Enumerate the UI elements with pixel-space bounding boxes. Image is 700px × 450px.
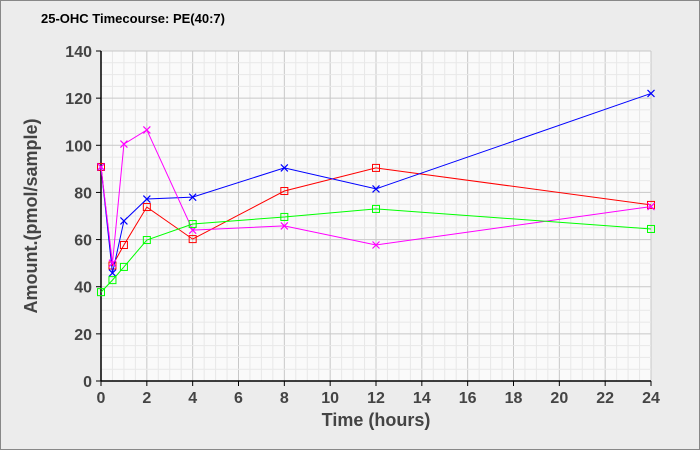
- x-tick-label: 0: [97, 390, 106, 407]
- data-point-x: [119, 140, 128, 149]
- x-tick-label: 14: [413, 390, 431, 407]
- x-tick-label: 22: [596, 390, 614, 407]
- x-tick-label: 4: [188, 390, 197, 407]
- data-point-square: [647, 224, 655, 233]
- x-axis-label: Time (hours): [322, 410, 431, 430]
- y-tick-label: 0: [83, 374, 92, 391]
- data-point-x: [119, 217, 128, 225]
- data-point-square: [280, 212, 289, 221]
- data-point-x: [372, 241, 380, 249]
- data-point-square: [372, 163, 380, 172]
- series-line-2: [100, 129, 652, 264]
- data-point-square: [188, 220, 197, 229]
- data-point-x: [142, 126, 151, 134]
- x-tick-label: 2: [142, 390, 151, 407]
- data-point-x: [647, 202, 655, 211]
- y-axis-label: Amount.(pmol/sample): [21, 118, 41, 313]
- data-point-x: [142, 195, 151, 203]
- data-point-x: [108, 259, 117, 268]
- x-tick-label: 6: [234, 390, 243, 407]
- y-tick-label: 60: [74, 233, 92, 250]
- x-tick-label: 8: [280, 390, 289, 407]
- x-tick-label: 12: [367, 390, 385, 407]
- data-point-x: [188, 193, 197, 202]
- data-point-x: [280, 163, 289, 172]
- y-tick-label: 40: [74, 280, 92, 297]
- x-tick-label: 20: [550, 390, 568, 407]
- data-point-square: [280, 187, 289, 196]
- data-point-square: [142, 203, 151, 212]
- chart-title: 25-OHC Timecourse: PE(40:7): [41, 11, 225, 26]
- data-point-square: [108, 276, 117, 285]
- y-tick-label: 120: [65, 91, 92, 108]
- data-point-square: [372, 204, 380, 213]
- x-tick-label: 24: [642, 390, 660, 407]
- y-tick-label: 20: [74, 327, 92, 344]
- series-line-3: [100, 208, 652, 293]
- x-tick-label: 16: [459, 390, 477, 407]
- data-point-square: [97, 288, 105, 297]
- y-tick-label: 140: [65, 44, 92, 61]
- data-point-x: [372, 184, 380, 193]
- data-point-x: [108, 269, 117, 277]
- data-point-x: [280, 221, 289, 230]
- data-point-square: [119, 240, 128, 249]
- data-point-square: [142, 236, 151, 245]
- data-point-square: [647, 200, 655, 209]
- data-point-x: [97, 163, 105, 171]
- series-group: [97, 89, 655, 297]
- data-point-x: [647, 89, 655, 98]
- data-point-square: [188, 235, 197, 244]
- x-tick-label: 10: [321, 390, 339, 407]
- x-tick-label: 18: [505, 390, 523, 407]
- y-tick-label: 100: [65, 138, 92, 155]
- data-point-square: [119, 262, 128, 271]
- y-tick-label: 80: [74, 185, 92, 202]
